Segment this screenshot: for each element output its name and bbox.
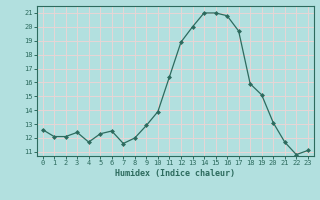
X-axis label: Humidex (Indice chaleur): Humidex (Indice chaleur): [115, 169, 235, 178]
